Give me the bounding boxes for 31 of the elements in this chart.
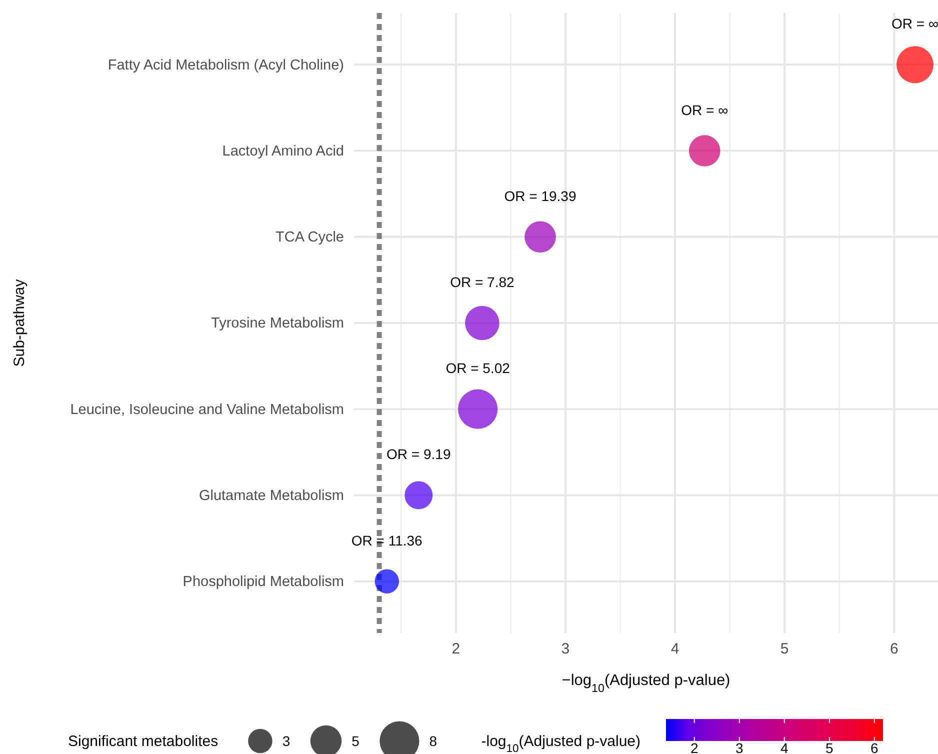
x-tick-label: 6 [890,640,898,658]
annotation: OR = ∞ [892,16,938,32]
legend-title: Significant metabolites [68,733,218,750]
annotation: OR = 19.39 [504,188,576,204]
legend-label: 8 [429,733,438,749]
color-bar-label: 6 [870,740,879,754]
annotation: OR = ∞ [681,102,728,118]
annotation: OR = 5.02 [446,360,510,376]
color-bar-title: -log$_{10}$(Adjusted p-value) [481,733,641,754]
color-bar-label: 5 [826,740,834,754]
y-tick-label: Leucine, Isoleucine and Valine Metabolism [70,402,344,418]
x-tick-label: 4 [670,640,680,658]
legend-label: 3 [282,733,290,749]
y-tick-label: Glutamate Metabolism [198,488,344,504]
annotation: OR = 7.82 [450,274,515,290]
color-bar-label: 4 [780,740,789,754]
x-tick-label: 5 [780,640,789,658]
y-tick-label: Phospholipid Metabolism [182,574,344,590]
y-tick-label: Fatty Acid Metabolism (Acyl Choline) [108,57,344,74]
y-tick-label: TCA Cycle [276,230,344,246]
y-axis-title: Sub-pathway [11,278,28,367]
y-tick-label: Tyrosine Metabolism [211,316,344,332]
x-tick-label: 3 [561,640,570,658]
legend-label: 5 [352,733,360,749]
annotation: OR = 11.36 [351,532,423,548]
x-axis-title: −log$_{10}$(Adjusted p-value) [562,672,730,694]
y-tick-label: Lactoyl Amino Acid [222,143,344,160]
annotation: OR = 9.19 [386,446,451,462]
x-tick-label: 2 [452,640,460,658]
color-bar-label: 2 [690,740,698,754]
color-bar-label: 3 [735,740,744,754]
